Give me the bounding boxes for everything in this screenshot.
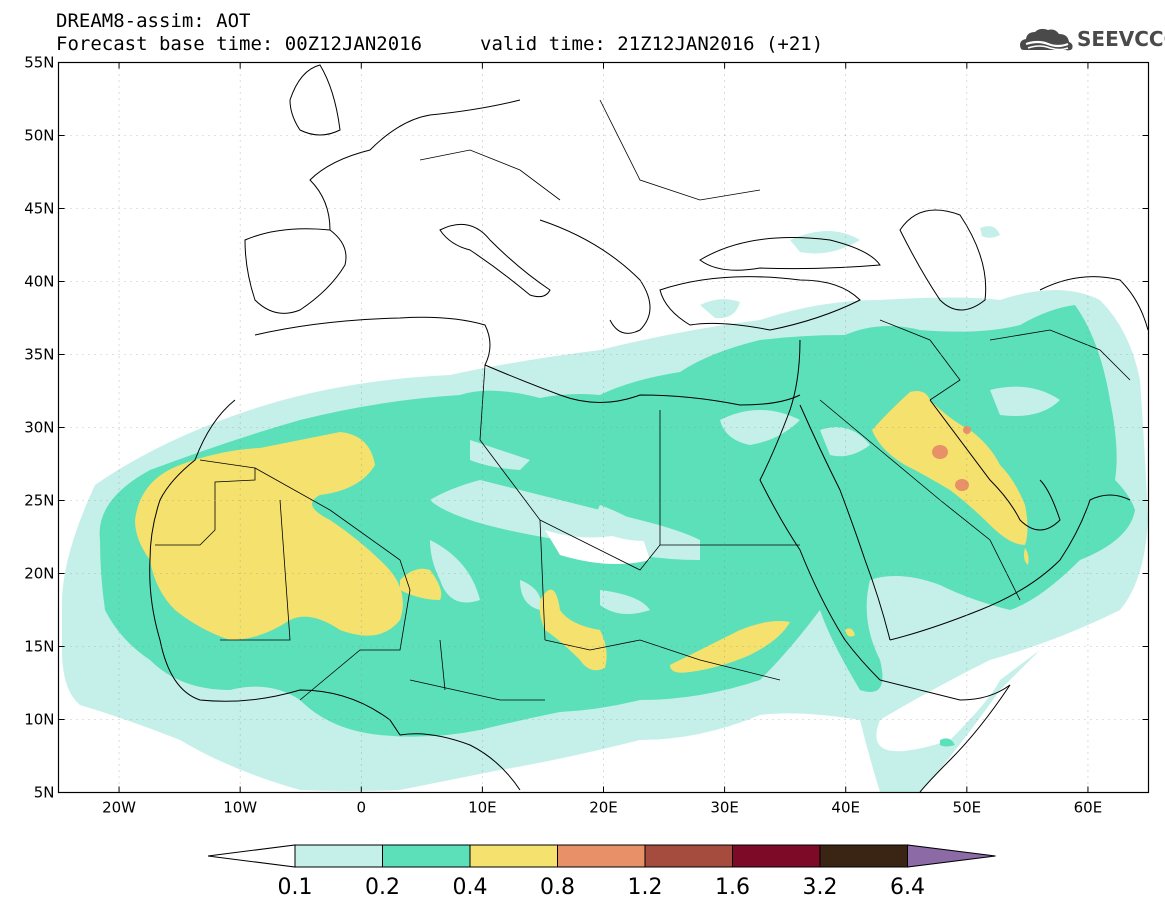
country-borders xyxy=(155,99,1131,701)
latitude-labels: 55N 50N 45N 40N 35N 30N 25N 20N 15N 10N 5N xyxy=(24,54,54,802)
colorbar-label: 1.2 xyxy=(628,875,663,900)
colorbar-box xyxy=(382,844,471,868)
longitude-label: 10E xyxy=(468,799,497,817)
valid-time: valid time: 21Z12JAN2016 (+21) xyxy=(480,33,824,55)
colorbar-label: 0.4 xyxy=(453,875,488,900)
colorbar-label: 1.6 xyxy=(715,875,750,900)
latitude-label: 55N xyxy=(24,54,54,72)
longitude-label: 40E xyxy=(831,799,860,817)
latitude-label: 10N xyxy=(24,711,54,729)
colorbar-arrow-low xyxy=(207,844,296,868)
logo-text: SEEVCCC xyxy=(1077,27,1165,51)
latitude-label: 30N xyxy=(24,419,54,437)
longitude-label: 30E xyxy=(710,799,739,817)
latitude-label: 25N xyxy=(24,492,54,510)
latitude-label: 15N xyxy=(24,638,54,656)
longitude-label: 0 xyxy=(357,799,367,817)
latitude-label: 45N xyxy=(24,200,54,218)
longitude-label: 10W xyxy=(223,799,257,817)
latitude-label: 5N xyxy=(34,784,55,802)
cloud-logo-icon xyxy=(1020,28,1073,51)
latitude-label: 35N xyxy=(24,346,54,364)
colorbar-box xyxy=(294,844,383,868)
latitude-label: 20N xyxy=(24,565,54,583)
colorbar-box xyxy=(644,844,733,868)
colorbar-label: 0.8 xyxy=(540,875,575,900)
axis-ticks xyxy=(58,62,1149,793)
longitude-label: 50E xyxy=(953,799,982,817)
longitude-label: 20W xyxy=(102,799,136,817)
colorbar-box xyxy=(732,844,821,868)
colorbar-label: 0.1 xyxy=(278,875,313,900)
map-canvas: 55N 50N 45N 40N 35N 30N 25N 20N 15N 10N 5N 20W 10W 0… xyxy=(24,54,1150,817)
longitude-label: 20E xyxy=(589,799,618,817)
colorbar-label: 3.2 xyxy=(803,875,838,900)
aot-layer-0-8 xyxy=(932,426,971,491)
latitude-label: 40N xyxy=(24,273,54,291)
colorbar-box xyxy=(819,844,908,868)
colorbar-label: 6.4 xyxy=(890,875,925,900)
colorbar-labels: 0.1 0.2 0.4 0.8 1.2 1.6 3.2 6.4 xyxy=(278,875,926,900)
colorbar-label: 0.2 xyxy=(365,875,400,900)
colorbar-box xyxy=(469,844,558,868)
colorbar-box xyxy=(557,844,646,868)
colorbar-boxes xyxy=(207,844,996,868)
latitude-label: 50N xyxy=(24,127,54,145)
colorbar-arrow-high xyxy=(907,844,996,868)
map-title: DREAM8-assim: AOT xyxy=(56,10,251,32)
longitude-label: 60E xyxy=(1074,799,1103,817)
forecast-base-time: Forecast base time: 00Z12JAN2016 xyxy=(56,33,423,55)
longitude-labels: 20W 10W 0 10E 20E 30E 40E 50E 60E xyxy=(102,799,1102,817)
colorbar: 0.1 0.2 0.4 0.8 1.2 1.6 3.2 6.4 xyxy=(207,844,996,900)
